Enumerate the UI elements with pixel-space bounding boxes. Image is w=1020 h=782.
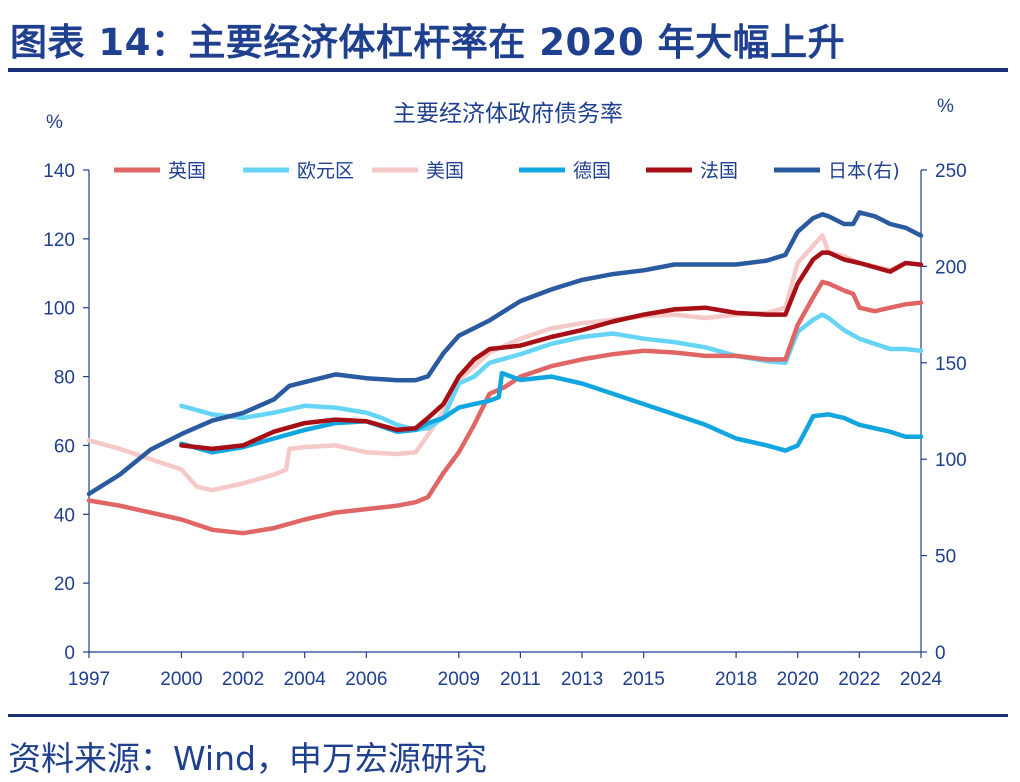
legend-label-5: 法国: [700, 160, 738, 182]
legend-label-4: 德国: [573, 160, 611, 182]
x-tick-label: 2006: [345, 669, 387, 690]
line-chart: 主要经济体政府债务率 % % 0 20 40 60 80 100 120 140 0 50 100 1…: [43, 96, 966, 690]
right-tick-label: 200: [935, 257, 967, 278]
x-tick-label: 2020: [777, 669, 819, 690]
left-tick-label: 40: [54, 505, 75, 526]
figure-title: 图表 14：主要经济体杠杆率在 2020 年大幅上升: [10, 21, 846, 64]
chart-title: 主要经济体政府债务率: [393, 101, 623, 127]
x-tick-label: 2015: [623, 669, 665, 690]
right-tick-label: 100: [935, 450, 967, 471]
series-line-2: [179, 312, 924, 433]
series-line-3: [86, 233, 924, 493]
series-line-1: [86, 279, 924, 536]
x-tick-label: 2011: [500, 669, 541, 690]
right-tick-label: 0: [935, 643, 946, 664]
x-tick-label: 2022: [838, 669, 880, 690]
series-line-5: [179, 250, 924, 452]
x-tick-label: 2024: [900, 669, 943, 690]
series-lines: [86, 210, 924, 536]
left-tick-label: 20: [54, 574, 75, 595]
right-unit-label: %: [937, 96, 954, 117]
left-tick-label: 60: [54, 436, 75, 457]
left-tick-label: 80: [54, 368, 75, 389]
x-tick-label: 2009: [438, 669, 480, 690]
left-tick-label: 100: [43, 299, 75, 320]
legend-label-1: 英国: [168, 160, 206, 182]
x-tick-label: 2000: [160, 669, 202, 690]
right-tick-label: 150: [935, 354, 967, 375]
right-tick-label: 250: [935, 161, 967, 182]
legend: 英国 欧元区 美国 德国 法国 日本(右): [114, 160, 900, 182]
x-tick-label: 2018: [715, 669, 757, 690]
left-tick-label: 120: [43, 230, 75, 251]
x-tick-label: 1997: [68, 669, 110, 690]
left-tick-label: 0: [64, 643, 75, 664]
x-tick-label: 2004: [284, 669, 327, 690]
left-tick-label: 140: [43, 161, 75, 182]
x-tick-label: 2013: [561, 669, 603, 690]
bottom-rule: [8, 714, 1008, 717]
axes: 0 20 40 60 80 100 120 140 0 50 100 150 200 250 1997 200…: [43, 161, 966, 690]
top-rule: [8, 68, 1008, 72]
series-line-6: [86, 210, 924, 497]
legend-label-2: 欧元区: [297, 160, 354, 182]
legend-label-6: 日本(右): [828, 160, 900, 182]
source-note: 资料来源：Wind，申万宏源研究: [8, 739, 487, 778]
legend-label-3: 美国: [426, 160, 464, 182]
left-unit-label: %: [46, 112, 63, 133]
x-tick-label: 2002: [222, 669, 264, 690]
right-tick-label: 50: [935, 547, 956, 568]
